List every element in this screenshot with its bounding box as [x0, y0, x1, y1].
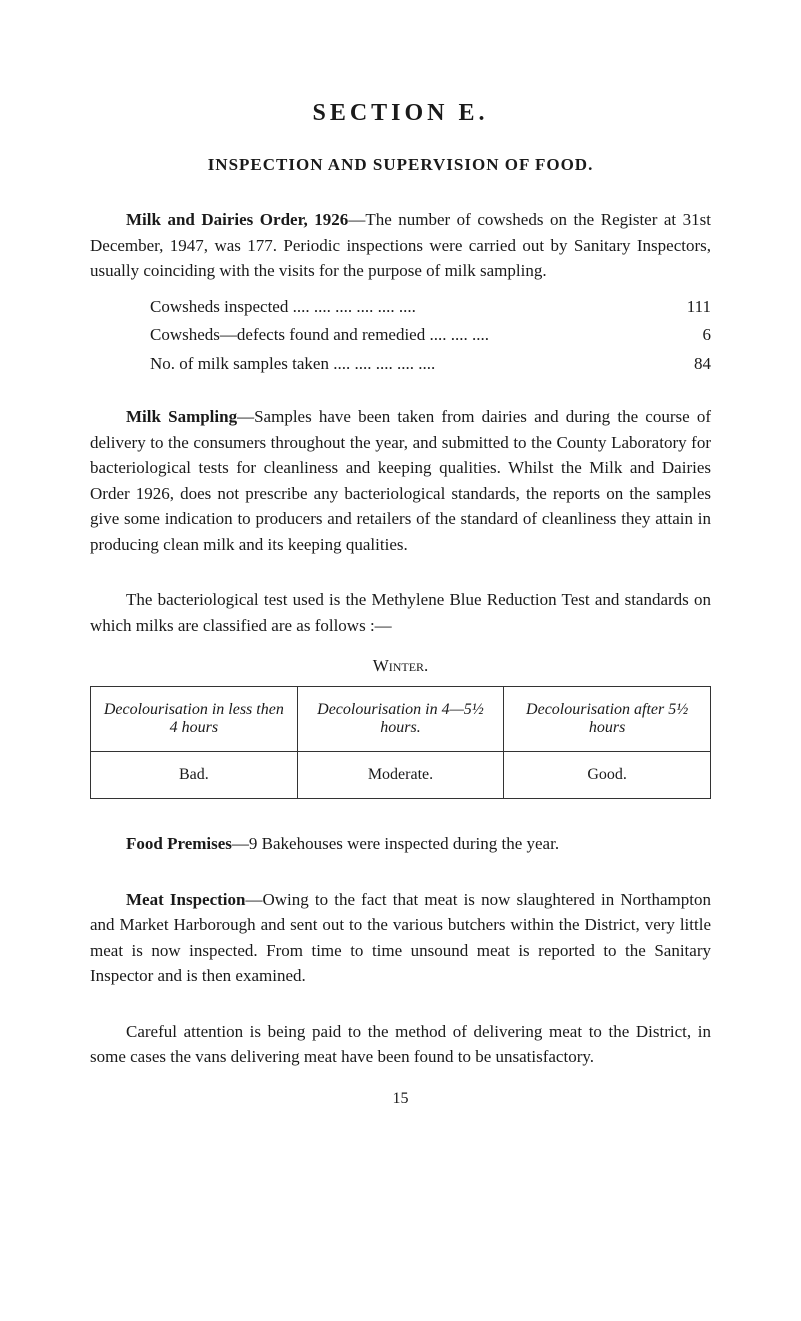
- milk-sampling-paragraph: Milk Sampling—Samples have been taken fr…: [90, 404, 711, 557]
- data-lines: Cowsheds inspected .... .... .... .... .…: [150, 294, 711, 377]
- milk-dairies-paragraph: Milk and Dairies Order, 1926—The number …: [90, 207, 711, 284]
- data-line: No. of milk samples taken .... .... ....…: [150, 351, 711, 377]
- winter-label: Winter.: [90, 656, 711, 676]
- table-cell: Moderate.: [297, 752, 504, 799]
- table-header-cell: Decolourisation after 5½ hours: [504, 687, 711, 752]
- section-subheading: INSPECTION AND SUPERVISION OF FOOD.: [90, 155, 711, 175]
- bacteriological-paragraph: The bacteriological test used is the Met…: [90, 587, 711, 638]
- milk-dairies-lead: Milk and Dairies Order, 1926: [126, 210, 348, 229]
- data-line-label: Cowsheds—defects found and remedied ....…: [150, 322, 651, 348]
- milk-sampling-lead: Milk Sampling: [126, 407, 237, 426]
- table-row: Bad. Moderate. Good.: [91, 752, 711, 799]
- section-heading: SECTION E.: [90, 100, 711, 127]
- meat-inspection-lead: Meat Inspection: [126, 890, 245, 909]
- table-header-row: Decolourisation in less then 4 hours Dec…: [91, 687, 711, 752]
- data-line-value: 84: [651, 351, 711, 377]
- data-line-label: Cowsheds inspected .... .... .... .... .…: [150, 294, 651, 320]
- decolourisation-table: Decolourisation in less then 4 hours Dec…: [90, 686, 711, 799]
- data-line-value: 111: [651, 294, 711, 320]
- careful-attention-paragraph: Careful attention is being paid to the m…: [90, 1019, 711, 1070]
- page-number: 15: [90, 1090, 711, 1108]
- food-premises-rest: —9 Bakehouses were inspected during the …: [232, 834, 559, 853]
- food-premises-paragraph: Food Premises—9 Bakehouses were inspecte…: [90, 831, 711, 857]
- data-line: Cowsheds—defects found and remedied ....…: [150, 322, 711, 348]
- data-line: Cowsheds inspected .... .... .... .... .…: [150, 294, 711, 320]
- table-header-cell: Decolourisation in less then 4 hours: [91, 687, 298, 752]
- table-header-cell: Decolourisation in 4—5½ hours.: [297, 687, 504, 752]
- milk-sampling-rest: —Samples have been taken from dairies an…: [90, 407, 711, 554]
- table-cell: Bad.: [91, 752, 298, 799]
- table-cell: Good.: [504, 752, 711, 799]
- meat-inspection-paragraph: Meat Inspection—Owing to the fact that m…: [90, 887, 711, 989]
- data-line-label: No. of milk samples taken .... .... ....…: [150, 351, 651, 377]
- food-premises-lead: Food Premises: [126, 834, 232, 853]
- data-line-value: 6: [651, 322, 711, 348]
